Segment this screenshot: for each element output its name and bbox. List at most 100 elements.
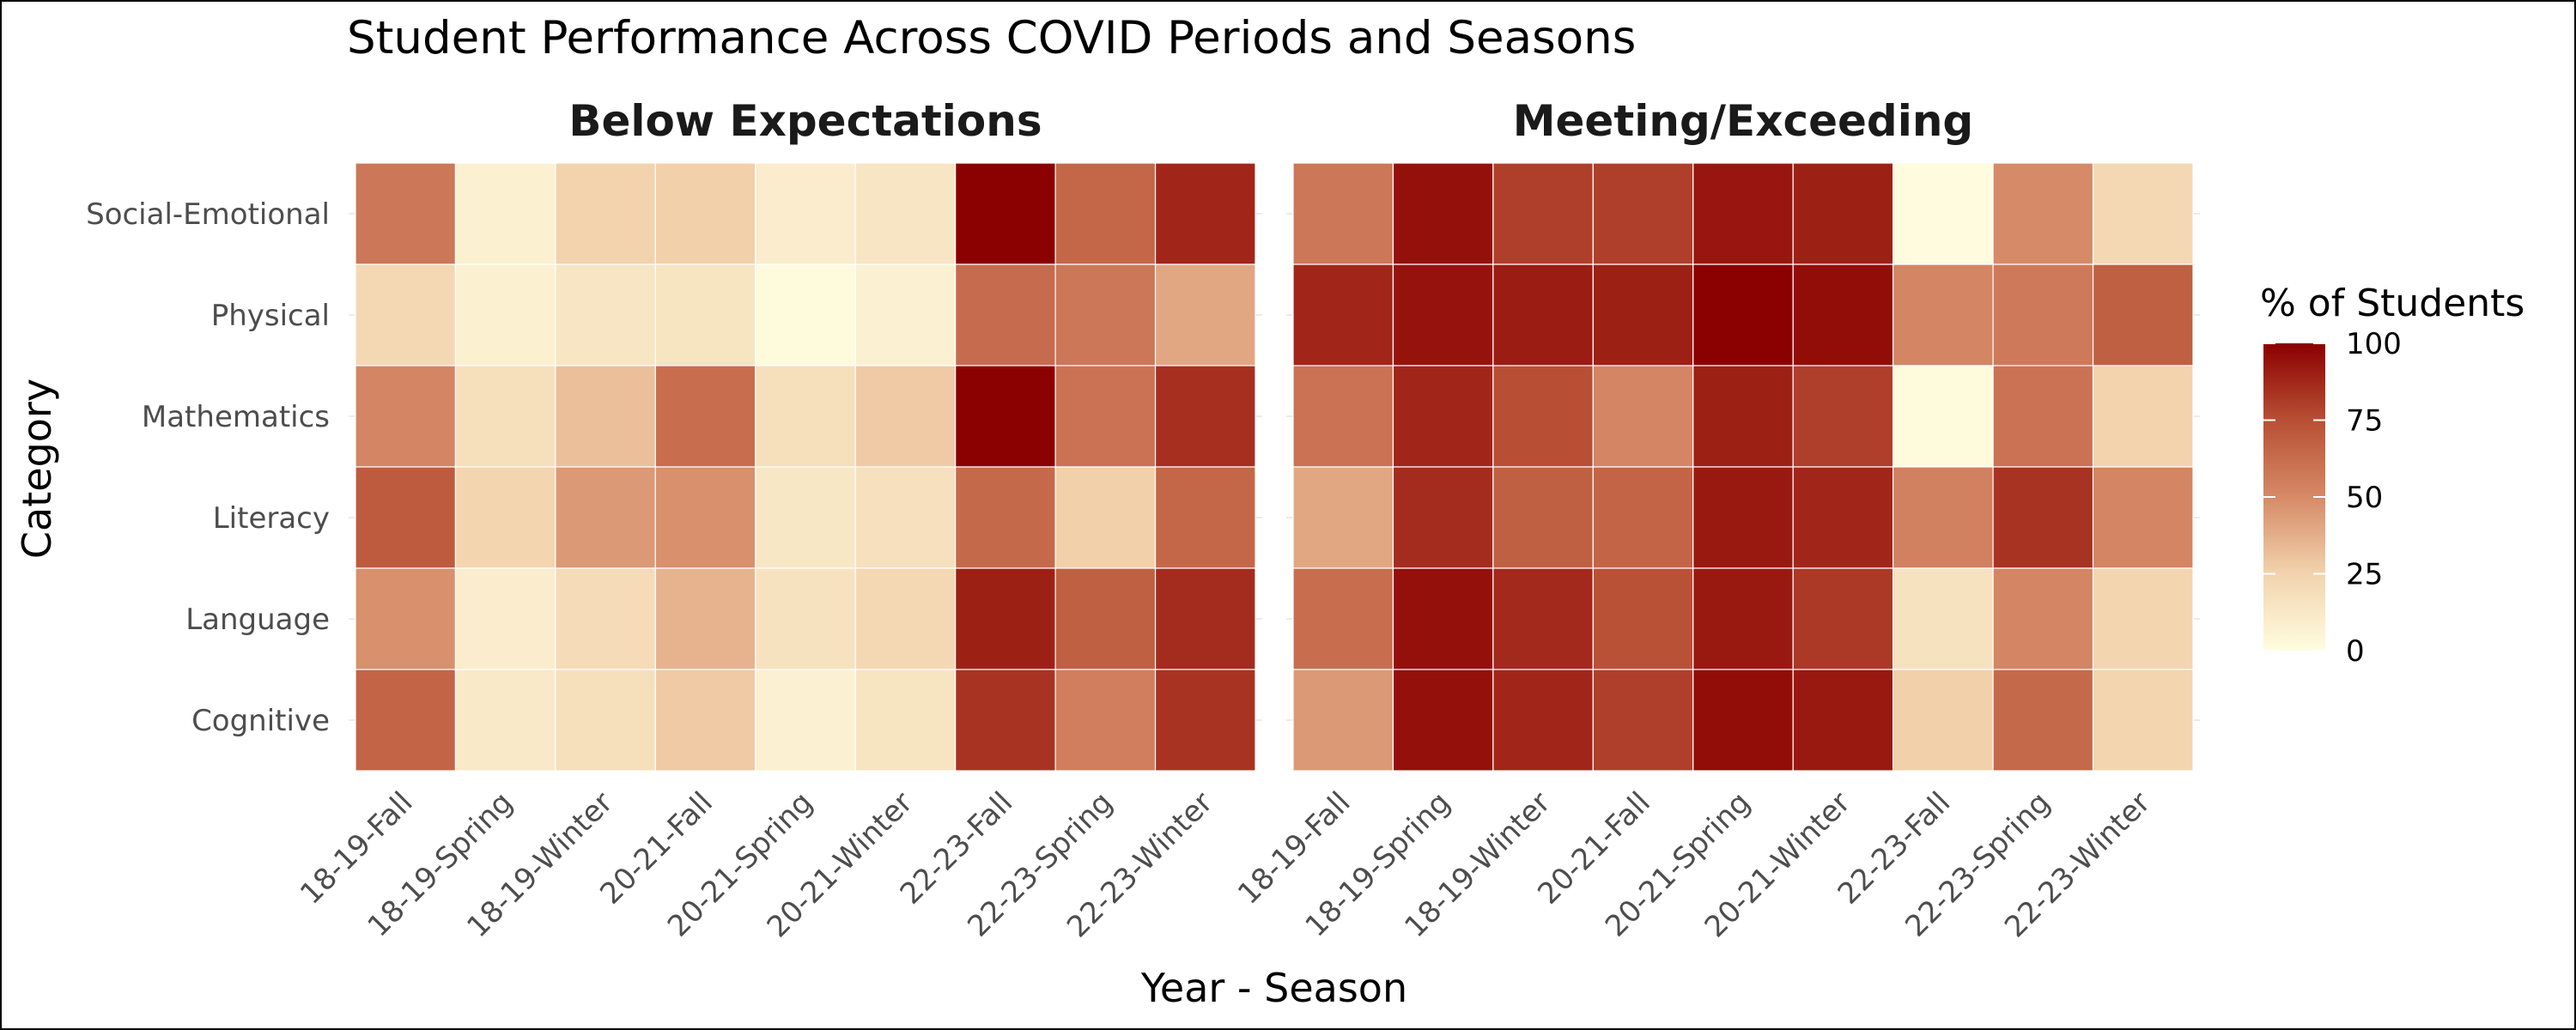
heatmap-cell	[1992, 466, 2094, 569]
heatmap-cell	[654, 162, 756, 265]
heatmap-cell	[1692, 466, 1794, 569]
heatmap-cell	[1592, 162, 1694, 265]
heatmap-cell	[1492, 365, 1594, 468]
heatmap-cell	[1592, 567, 1694, 670]
chart-title: Student Performance Across COVID Periods…	[347, 12, 1636, 64]
heatmap-cell	[555, 567, 656, 670]
heatmap-cell	[854, 162, 957, 265]
x-axis-title: Year - Season	[1140, 965, 1407, 1011]
heatmap-cell	[2092, 365, 2194, 468]
heatmap-cell	[355, 365, 457, 468]
legend-tick-label: 50	[2346, 481, 2383, 515]
heatmap-cell	[1792, 162, 1894, 265]
heatmap-cell	[854, 567, 957, 670]
heatmap-cell	[2092, 162, 2194, 265]
heatmap-cell	[1392, 264, 1494, 367]
heatmap-cell	[1154, 669, 1256, 772]
heatmap-cell	[2092, 466, 2194, 569]
heatmap-cell	[1592, 264, 1694, 367]
heatmap-cell	[1054, 365, 1157, 468]
legend-title: % of Students	[2260, 282, 2524, 325]
heatmap-cell	[1592, 669, 1694, 772]
heatmap-cell	[1054, 162, 1157, 265]
heatmap-cell	[955, 669, 1056, 772]
heatmap-cell	[1392, 466, 1494, 569]
heatmap-cell	[955, 567, 1056, 670]
heatmap-cell	[1692, 365, 1794, 468]
heatmap-cell	[955, 264, 1056, 367]
heatmap-cell	[755, 669, 856, 772]
heatmap-cell	[654, 567, 756, 670]
heatmap-panel-meeting-exceeding	[1286, 162, 2200, 772]
heatmap-cell	[355, 466, 457, 569]
heatmap-cell	[454, 466, 556, 569]
heatmap-cell	[1893, 365, 1994, 468]
heatmap-cell	[454, 365, 556, 468]
heatmap-cell	[1054, 567, 1157, 670]
heatmap-cell	[1692, 567, 1794, 670]
heatmap-cell	[1893, 567, 1994, 670]
heatmap-cell	[1992, 264, 2094, 367]
heatmap-panel-below-expectations	[349, 162, 1262, 772]
heatmap-cell	[1992, 567, 2094, 670]
heatmap-cell	[1592, 365, 1694, 468]
heatmap-cell	[1692, 669, 1794, 772]
heatmap-cell	[1154, 567, 1256, 670]
heatmap-cell	[1292, 466, 1394, 569]
heatmap-cell	[1792, 567, 1894, 670]
heatmap-cell	[555, 365, 656, 468]
heatmap-cell	[1054, 264, 1157, 367]
heatmap-cell	[1154, 466, 1256, 569]
legend-tick-label: 75	[2346, 404, 2383, 439]
legend-tick-label: 25	[2346, 558, 2383, 592]
legend-tick-label: 100	[2346, 327, 2402, 361]
heatmap-cell	[1292, 365, 1394, 468]
heatmap-cell	[555, 264, 656, 367]
heatmap-cell	[1292, 162, 1394, 265]
heatmap-cell	[1392, 365, 1494, 468]
heatmap-cell	[1292, 669, 1394, 772]
heatmap-cell	[1692, 264, 1794, 367]
heatmap-cell	[1792, 365, 1894, 468]
heatmap-cell	[1492, 162, 1594, 265]
heatmap-cell	[1792, 466, 1894, 569]
heatmap-cell	[2092, 669, 2194, 772]
heatmap-cell	[1992, 365, 2094, 468]
heatmap-cell	[1792, 264, 1894, 367]
heatmap-cell	[1492, 264, 1594, 367]
heatmap-cell	[1154, 162, 1256, 265]
y-tick-label: Mathematics	[142, 400, 330, 434]
heatmap-cell	[1893, 466, 1994, 569]
heatmap-cell	[1154, 264, 1256, 367]
heatmap-cell	[555, 162, 656, 265]
heatmap-cell	[555, 466, 656, 569]
heatmap-cell	[454, 567, 556, 670]
panel-title-meeting-exceeding: Meeting/Exceeding	[1513, 96, 1973, 146]
heatmap-cell	[1292, 567, 1394, 670]
heatmap-cell	[755, 466, 856, 569]
y-tick-label: Physical	[211, 299, 330, 333]
x-axis-ticks: 18-19-Fall18-19-Spring18-19-Winter20-21-…	[294, 785, 2157, 944]
heatmap-cell	[1492, 466, 1594, 569]
heatmap-cell	[454, 162, 556, 265]
panel-title-below-expectations: Below Expectations	[568, 96, 1042, 146]
y-axis-ticks: Social-Emotional Physical Mathematics Liter…	[86, 197, 330, 738]
heatmap-cell	[755, 264, 856, 367]
heatmap-cell	[1893, 264, 1994, 367]
heatmap-cell	[454, 264, 556, 367]
heatmap-cell	[1392, 669, 1494, 772]
heatmap-cell	[2092, 567, 2194, 670]
heatmap-cell	[854, 669, 957, 772]
heatmap-cell	[454, 669, 556, 772]
heatmap-cell	[1392, 162, 1494, 265]
heatmap-cell	[955, 466, 1056, 569]
heatmap-cell	[1054, 669, 1157, 772]
heatmap-cell	[1893, 669, 1994, 772]
heatmap-cell	[654, 669, 756, 772]
legend-tick-label: 0	[2346, 634, 2365, 669]
heatmap-cell	[654, 365, 756, 468]
heatmap-cell	[755, 162, 856, 265]
heatmap-cell	[854, 264, 957, 367]
heatmap-cell	[1154, 365, 1256, 468]
heatmap-cell	[1592, 466, 1694, 569]
